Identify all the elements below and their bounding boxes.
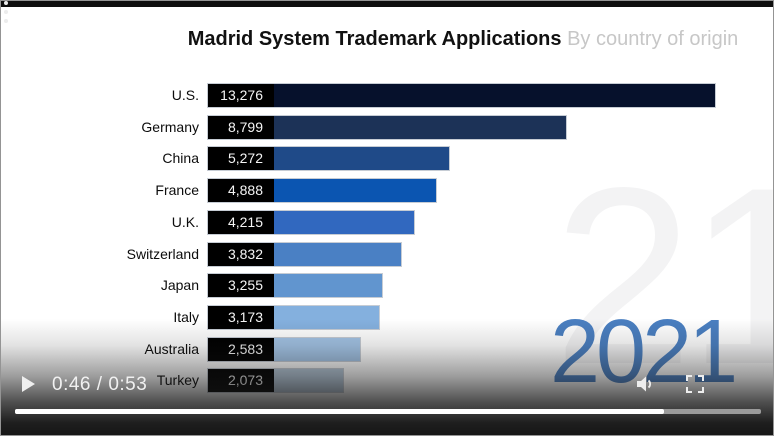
bar-fill xyxy=(274,84,715,107)
bar-row: 5,272 xyxy=(207,146,450,171)
bar-row: 4,888 xyxy=(207,178,437,203)
bar-value: 3,832 xyxy=(208,243,274,266)
bar-label: China xyxy=(162,150,199,166)
bar-row: 3,255 xyxy=(207,273,383,298)
play-button[interactable] xyxy=(22,376,35,392)
bar-value: 8,799 xyxy=(208,116,274,139)
bar-value: 5,272 xyxy=(208,147,274,170)
volume-icon[interactable] xyxy=(636,375,656,393)
chart-title-main: Madrid System Trademark Applications xyxy=(187,28,562,50)
bar-fill xyxy=(274,116,566,139)
bar-row: 8,799 xyxy=(207,115,567,140)
bar-row: 4,215 xyxy=(207,210,415,235)
bar-row: 13,276 xyxy=(207,83,716,108)
bar-label: Japan xyxy=(160,277,199,293)
bar-value: 4,215 xyxy=(208,211,274,234)
progress-bar-played xyxy=(15,409,665,414)
more-options-icon[interactable] xyxy=(1,1,11,23)
chart-title-sub: By country of origin xyxy=(561,28,739,50)
bar-value: 13,276 xyxy=(208,84,274,107)
chart-title: Madrid System Trademark Applications By … xyxy=(151,28,773,51)
bar-row: 3,832 xyxy=(207,242,402,267)
bar-label: Germany xyxy=(141,119,199,135)
bar-value: 4,888 xyxy=(208,179,274,202)
bar-label: U.S. xyxy=(171,87,199,103)
bar-fill xyxy=(274,147,449,170)
bar-fill xyxy=(274,179,436,202)
bar-fill xyxy=(274,211,414,234)
bar-label: U.K. xyxy=(171,214,199,230)
bar-fill xyxy=(274,274,382,297)
time-display: 0:46 / 0:53 xyxy=(52,374,148,395)
bar-fill xyxy=(274,243,401,266)
bar-label: France xyxy=(155,182,199,198)
video-letterbox-top xyxy=(1,1,773,7)
bar-value: 3,255 xyxy=(208,274,274,297)
progress-bar[interactable] xyxy=(15,409,761,414)
bar-label: Switzerland xyxy=(126,246,199,262)
fullscreen-icon[interactable] xyxy=(686,375,706,393)
